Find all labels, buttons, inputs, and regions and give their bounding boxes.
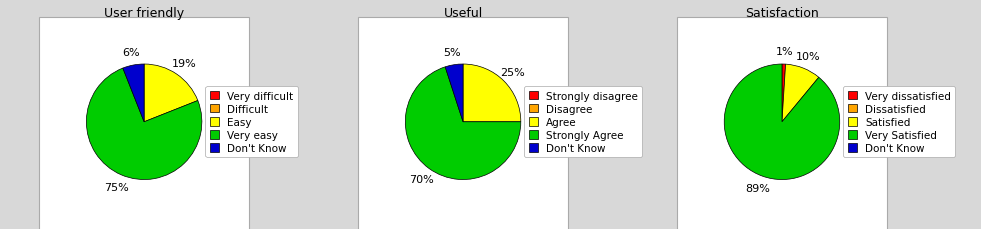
Wedge shape — [724, 65, 840, 180]
Wedge shape — [782, 65, 819, 122]
Text: 1%: 1% — [775, 47, 793, 57]
Legend: Very difficult, Difficult, Easy, Very easy, Don't Know: Very difficult, Difficult, Easy, Very ea… — [205, 87, 297, 158]
Wedge shape — [123, 65, 144, 122]
Text: 89%: 89% — [746, 183, 770, 193]
Title: User friendly: User friendly — [104, 7, 184, 20]
Legend: Very dissatisfied, Dissatisfied, Satisfied, Very Satisfied, Don't Know: Very dissatisfied, Dissatisfied, Satisfi… — [844, 87, 955, 158]
Text: 5%: 5% — [443, 48, 461, 58]
Title: Satisfaction: Satisfaction — [746, 7, 819, 20]
Text: 75%: 75% — [104, 182, 129, 192]
Legend: Strongly disagree, Disagree, Agree, Strongly Agree, Don't Know: Strongly disagree, Disagree, Agree, Stro… — [525, 87, 643, 158]
Text: 6%: 6% — [122, 48, 139, 58]
Text: 70%: 70% — [409, 174, 434, 184]
Wedge shape — [782, 65, 786, 122]
Wedge shape — [463, 65, 521, 122]
Wedge shape — [405, 68, 521, 180]
Wedge shape — [445, 65, 463, 122]
Text: 25%: 25% — [500, 68, 526, 78]
Wedge shape — [86, 69, 202, 180]
Text: 19%: 19% — [172, 59, 196, 69]
Title: Useful: Useful — [443, 7, 483, 20]
Text: 10%: 10% — [796, 52, 820, 62]
Wedge shape — [144, 65, 198, 122]
